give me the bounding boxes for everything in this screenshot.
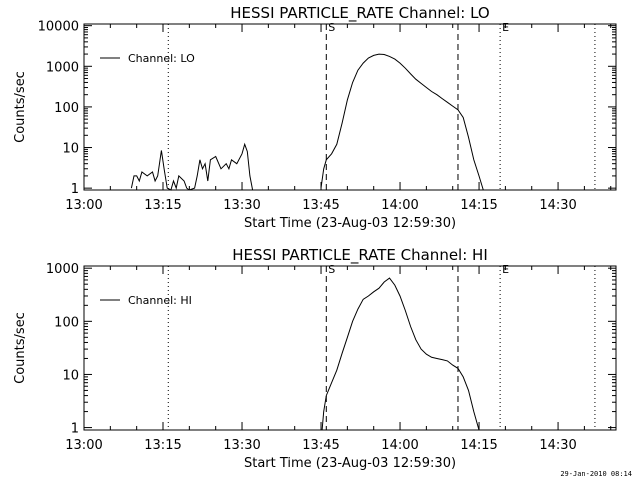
panel-2-x-tick-label: 13:00 <box>65 438 102 453</box>
panel-1-y-tick-label: 1000 <box>46 60 79 75</box>
plot-timestamp: 29-Jan-2010 08:14 <box>560 470 632 478</box>
panel-2-x-tick-label: 13:45 <box>302 438 339 453</box>
panel-1-x-tick-label: 13:30 <box>223 198 260 213</box>
panel-1-x-tick-label: 14:15 <box>460 198 497 213</box>
panel-2-y-axis-label: Counts/sec <box>13 312 28 384</box>
panel-1-y-tick-label: 100 <box>54 101 79 116</box>
panel-1-x-tick-label: 13:45 <box>302 198 339 213</box>
panel-2-chart-title: HESSI PARTICLE_RATE Channel: HI <box>232 246 488 265</box>
panel-1-x-axis-label: Start Time (23-Aug-03 12:59:30) <box>244 216 456 231</box>
panel-2-legend-entry: Channel: HI <box>128 294 192 307</box>
panel-1-legend-entry: Channel: LO <box>128 52 195 65</box>
panel-2-y-tick-label: 1 <box>71 422 79 437</box>
panel-2-event-marker-label: S <box>328 263 335 276</box>
panel-1-y-tick-label: 10000 <box>38 20 79 35</box>
panel-2-x-tick-label: 13:30 <box>223 438 260 453</box>
panel-2-y-tick-label: 1000 <box>46 262 79 277</box>
panel-2-event-marker-label: E <box>502 263 509 276</box>
panel-1-x-tick-label: 13:15 <box>144 198 181 213</box>
panel-1-y-axis-label: Counts/sec <box>13 71 28 143</box>
panel-2-plot-frame <box>83 265 617 431</box>
panel-1-series-line <box>320 53 484 191</box>
panel-2-x-tick-label: 13:15 <box>144 438 181 453</box>
panel-1-chart-title: HESSI PARTICLE_RATE Channel: LO <box>230 4 489 23</box>
panel-1-x-tick-label: 14:00 <box>381 198 418 213</box>
panel-1-event-marker-label: S <box>328 21 335 34</box>
panel-2-y-tick-label: 100 <box>54 315 79 330</box>
panel-1-x-tick-label: 14:30 <box>539 198 576 213</box>
panel-1-y-tick-label: 10 <box>62 142 79 157</box>
panel-1-x-tick-label: 13:00 <box>65 198 102 213</box>
panel-1-event-marker-label: E <box>502 21 509 34</box>
panel-2-x-tick-label: 14:30 <box>539 438 576 453</box>
panel-1-y-tick-label: 1 <box>71 182 79 197</box>
panel-1-series-line <box>130 142 254 191</box>
panel-2-x-axis-label: Start Time (23-Aug-03 12:59:30) <box>244 456 456 471</box>
panel-2-x-tick-label: 14:00 <box>381 438 418 453</box>
panel-2-series-line <box>321 277 480 431</box>
panel-2-x-tick-label: 14:15 <box>460 438 497 453</box>
panel-2-y-tick-label: 10 <box>62 368 79 383</box>
